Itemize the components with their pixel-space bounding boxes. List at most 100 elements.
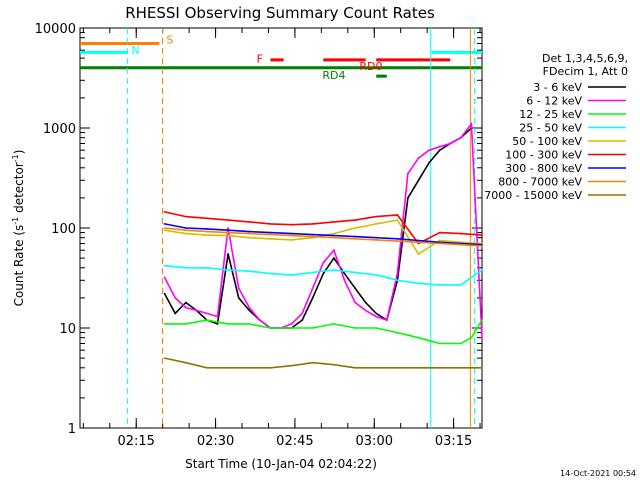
data-point bbox=[375, 215, 378, 218]
data-point bbox=[354, 237, 356, 240]
chart-title: RHESSI Observing Summary Count Rates bbox=[125, 4, 435, 22]
data-point bbox=[333, 363, 335, 366]
data-point bbox=[195, 309, 198, 312]
data-point bbox=[311, 223, 314, 225]
data-point bbox=[184, 229, 187, 232]
annotation: N bbox=[131, 44, 139, 57]
data-point bbox=[311, 297, 314, 299]
y-axis-label-part: ) bbox=[12, 150, 26, 155]
data-point bbox=[333, 257, 335, 259]
data-point bbox=[428, 161, 430, 164]
y-tick-label: 10000 bbox=[35, 22, 76, 37]
data-point bbox=[290, 223, 293, 226]
data-point bbox=[311, 233, 314, 236]
data-point bbox=[407, 197, 409, 199]
data-point bbox=[407, 172, 409, 175]
data-point bbox=[227, 234, 230, 237]
legend-header: Det 1,3,4,5,6,9, bbox=[542, 52, 628, 65]
data-point bbox=[438, 231, 441, 234]
data-point bbox=[311, 271, 314, 274]
data-point bbox=[248, 236, 251, 239]
data-point bbox=[248, 323, 251, 325]
data-point bbox=[269, 272, 272, 275]
annotation: F bbox=[257, 53, 263, 66]
data-point bbox=[216, 315, 219, 318]
data-point bbox=[290, 239, 293, 241]
y-tick-label: 1 bbox=[68, 422, 76, 437]
data-point bbox=[375, 223, 378, 225]
data-point bbox=[459, 366, 462, 369]
data-point bbox=[258, 319, 261, 321]
data-point bbox=[375, 274, 378, 276]
data-point bbox=[459, 136, 462, 139]
legend-label: 50 - 100 keV bbox=[512, 135, 582, 148]
data-point bbox=[417, 241, 420, 244]
legend-label: 300 - 800 keV bbox=[505, 162, 582, 175]
data-point bbox=[301, 319, 304, 321]
data-point bbox=[417, 179, 420, 182]
series-line bbox=[164, 227, 483, 247]
data-point bbox=[237, 287, 240, 290]
data-point bbox=[237, 297, 240, 299]
data-point bbox=[227, 219, 230, 222]
data-point bbox=[470, 336, 473, 339]
data-point bbox=[375, 315, 378, 318]
data-point bbox=[459, 284, 462, 286]
data-point bbox=[481, 319, 483, 321]
data-point bbox=[333, 236, 335, 239]
data-point bbox=[343, 272, 346, 275]
data-point bbox=[438, 366, 441, 369]
data-point bbox=[269, 233, 272, 236]
data-point bbox=[163, 323, 166, 325]
data-point bbox=[227, 323, 230, 325]
data-point bbox=[481, 243, 483, 246]
data-point bbox=[184, 301, 187, 304]
data-point bbox=[364, 301, 367, 304]
y-axis-label: Count Rate (s-1 detector-1) bbox=[11, 150, 26, 307]
data-point bbox=[438, 342, 441, 345]
data-point bbox=[385, 319, 388, 321]
data-point bbox=[396, 366, 399, 369]
series-line bbox=[164, 211, 483, 245]
data-point bbox=[206, 230, 208, 233]
data-point bbox=[206, 319, 208, 321]
data-point bbox=[396, 331, 399, 334]
x-tick-label: 03:15 bbox=[435, 434, 472, 449]
legend-label: 12 - 25 keV bbox=[519, 108, 582, 121]
data-point bbox=[428, 149, 430, 152]
data-point bbox=[354, 219, 356, 222]
data-point bbox=[333, 269, 335, 271]
data-point bbox=[184, 266, 187, 269]
data-point bbox=[333, 232, 335, 235]
legend-label: 3 - 6 keV bbox=[533, 81, 582, 94]
data-point bbox=[290, 364, 293, 367]
data-point bbox=[396, 219, 399, 222]
data-point bbox=[470, 123, 473, 125]
data-point bbox=[375, 366, 378, 369]
data-point bbox=[206, 217, 208, 220]
series-line bbox=[163, 127, 472, 329]
data-point bbox=[290, 323, 293, 325]
data-point bbox=[417, 282, 420, 285]
data-point bbox=[290, 234, 293, 237]
data-point bbox=[322, 261, 325, 264]
data-point bbox=[163, 357, 166, 359]
plot-area: S N F RD0 RD4 bbox=[80, 28, 483, 428]
data-point bbox=[227, 231, 230, 234]
legend-header: FDecim 1, Att 0 bbox=[543, 65, 628, 78]
data-point bbox=[248, 306, 251, 309]
data-point bbox=[396, 237, 399, 240]
data-point bbox=[375, 236, 378, 239]
data-point bbox=[354, 366, 356, 369]
data-point bbox=[438, 242, 441, 245]
footer-timestamp: 14-Oct-2021 00:54 bbox=[560, 469, 636, 478]
data-point bbox=[269, 231, 272, 234]
data-point bbox=[311, 287, 314, 290]
data-point bbox=[184, 227, 187, 229]
data-point bbox=[481, 366, 483, 369]
data-point bbox=[206, 266, 208, 269]
data-point bbox=[481, 269, 483, 271]
x-tick-label: 03:00 bbox=[356, 434, 393, 449]
data-point bbox=[343, 279, 346, 282]
y-axis-label-part: -1 bbox=[11, 154, 20, 162]
